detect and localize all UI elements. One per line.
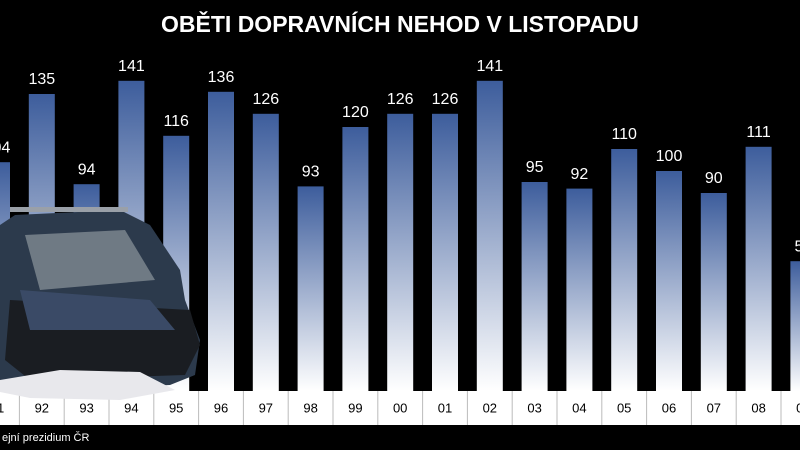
value-label: 135 [28, 71, 55, 88]
value-label: 141 [476, 58, 503, 75]
value-label: 111 [746, 124, 770, 141]
x-tick-label: 97 [259, 400, 273, 415]
x-tick-label: 96 [214, 400, 228, 415]
chart-title: OBĚTI DOPRAVNÍCH NEHOD V LISTOPADU [161, 10, 639, 37]
x-tick-label: 02 [483, 400, 497, 415]
value-label: 126 [432, 91, 459, 108]
x-tick-label: 98 [303, 400, 317, 415]
bar [656, 171, 682, 391]
x-tick-label: 01 [438, 400, 452, 415]
x-tick-label: 07 [707, 400, 721, 415]
x-tick-label: 04 [572, 400, 586, 415]
value-label: 110 [611, 126, 637, 143]
x-tick-label: 09 [796, 400, 800, 415]
bar [387, 113, 414, 392]
value-label: 100 [656, 148, 683, 165]
source: ejní prezidium ČR [2, 431, 89, 444]
value-label: 94 [78, 161, 96, 178]
bar [611, 149, 638, 391]
value-label: 95 [526, 159, 544, 176]
value-label: 141 [118, 58, 145, 75]
value-label: 126 [387, 91, 414, 108]
value-label: 136 [208, 69, 235, 86]
car-photo [0, 207, 200, 400]
value-label: 104 [0, 139, 10, 156]
value-label: 90 [705, 170, 723, 187]
x-tick-label: 03 [527, 400, 541, 415]
bar [790, 261, 800, 391]
x-tick-label: 05 [617, 400, 631, 415]
value-label: 120 [342, 104, 369, 121]
value-label: 116 [163, 113, 189, 130]
value-label: 126 [252, 91, 279, 108]
bar [476, 80, 503, 392]
bar [432, 113, 458, 392]
bar [208, 91, 234, 392]
x-tick-label: 00 [393, 400, 407, 415]
bar [297, 186, 324, 391]
x-tick-label: 91 [0, 400, 4, 415]
x-tick-label: 95 [169, 400, 183, 415]
bar [521, 182, 548, 391]
bar [566, 188, 593, 391]
x-tick-label: 06 [662, 400, 676, 415]
bar [252, 113, 279, 392]
value-label: 92 [571, 166, 589, 183]
value-label: 59 [795, 238, 800, 255]
x-tick-label: 92 [35, 400, 49, 415]
x-tick-label: 93 [79, 400, 93, 415]
value-label: 93 [302, 164, 320, 181]
bar [342, 127, 369, 391]
x-tick-label: 94 [124, 400, 138, 415]
bar [700, 193, 727, 391]
x-tick-label: 08 [751, 400, 765, 415]
x-tick-label: 99 [348, 400, 362, 415]
bar [745, 146, 772, 391]
